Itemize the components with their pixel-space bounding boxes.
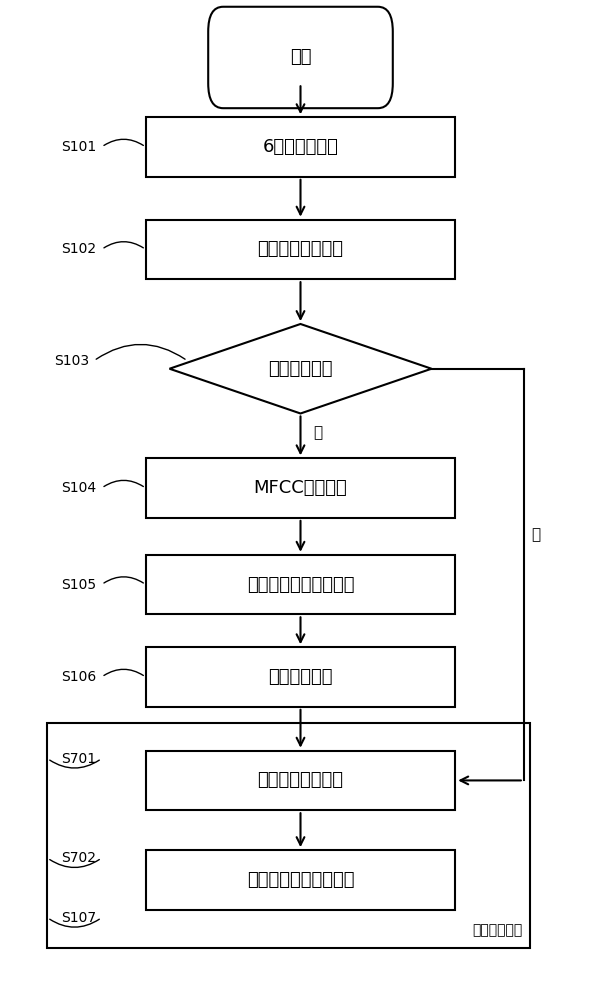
Text: 卷积神经网络特征提取: 卷积神经网络特征提取 xyxy=(247,576,354,594)
FancyBboxPatch shape xyxy=(145,117,456,177)
Text: S103: S103 xyxy=(53,354,89,368)
Text: 否: 否 xyxy=(531,527,541,542)
Text: S105: S105 xyxy=(61,578,97,592)
Text: 全连接层分类: 全连接层分类 xyxy=(268,668,333,686)
Text: S101: S101 xyxy=(61,140,97,154)
Text: 是否包含声音: 是否包含声音 xyxy=(268,360,333,378)
Text: S702: S702 xyxy=(61,851,97,865)
FancyBboxPatch shape xyxy=(145,220,456,279)
Text: S104: S104 xyxy=(61,481,97,495)
Text: S102: S102 xyxy=(61,242,97,256)
FancyBboxPatch shape xyxy=(145,850,456,910)
Text: 是: 是 xyxy=(314,425,323,440)
Polygon shape xyxy=(169,324,432,413)
FancyBboxPatch shape xyxy=(145,555,456,614)
Text: S701: S701 xyxy=(61,752,97,766)
Text: MFCC特征提取: MFCC特征提取 xyxy=(254,479,347,497)
Text: 鼾声事件判断: 鼾声事件判断 xyxy=(472,924,523,938)
Text: 开始: 开始 xyxy=(290,48,311,66)
FancyBboxPatch shape xyxy=(145,751,456,810)
Text: 判断是否超过预定比例: 判断是否超过预定比例 xyxy=(247,871,354,889)
Text: 6秒钟音频数据: 6秒钟音频数据 xyxy=(263,138,338,156)
Text: S106: S106 xyxy=(61,670,97,684)
FancyBboxPatch shape xyxy=(145,647,456,707)
Text: 音频数据切片处理: 音频数据切片处理 xyxy=(257,240,344,258)
FancyBboxPatch shape xyxy=(145,458,456,518)
Text: S107: S107 xyxy=(61,911,97,925)
Text: 判断结果进入队列: 判断结果进入队列 xyxy=(257,771,344,789)
FancyBboxPatch shape xyxy=(208,7,393,108)
